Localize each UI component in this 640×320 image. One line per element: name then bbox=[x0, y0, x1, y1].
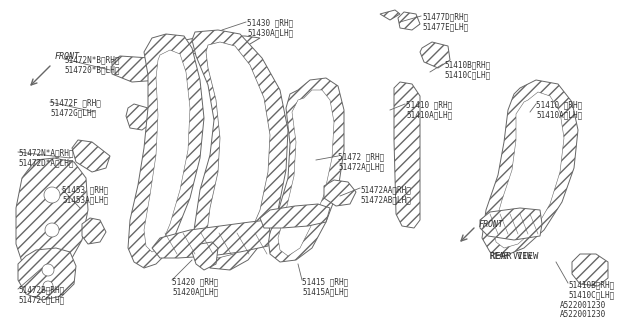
Text: FRONT: FRONT bbox=[479, 220, 504, 229]
Polygon shape bbox=[324, 180, 356, 206]
Text: 51472N*A〈RH〉: 51472N*A〈RH〉 bbox=[18, 148, 74, 157]
Polygon shape bbox=[168, 36, 260, 58]
Polygon shape bbox=[494, 92, 564, 248]
Text: 51420 〈RH〉: 51420 〈RH〉 bbox=[172, 277, 218, 286]
Polygon shape bbox=[144, 50, 190, 252]
Text: 514720*B〈LH〉: 514720*B〈LH〉 bbox=[64, 65, 120, 74]
Polygon shape bbox=[420, 42, 450, 68]
Text: 51410C〈LH〉: 51410C〈LH〉 bbox=[568, 290, 614, 299]
Polygon shape bbox=[192, 242, 218, 270]
Polygon shape bbox=[192, 30, 288, 270]
Polygon shape bbox=[206, 42, 270, 258]
Text: 51472F 〈RH〉: 51472F 〈RH〉 bbox=[50, 98, 101, 107]
Circle shape bbox=[44, 187, 60, 203]
Circle shape bbox=[45, 223, 59, 237]
Text: 51472 〈RH〉: 51472 〈RH〉 bbox=[338, 152, 384, 161]
Circle shape bbox=[42, 264, 54, 276]
Text: 51472G〈LH〉: 51472G〈LH〉 bbox=[50, 108, 96, 117]
Text: 51472D*A〈LH〉: 51472D*A〈LH〉 bbox=[18, 158, 74, 167]
Text: REAR VIEW: REAR VIEW bbox=[490, 252, 538, 261]
Text: 51410A〈LH〉: 51410A〈LH〉 bbox=[536, 110, 582, 119]
Text: 51415 〈RH〉: 51415 〈RH〉 bbox=[302, 277, 348, 286]
Polygon shape bbox=[260, 204, 330, 228]
Text: 51453 〈RH〉: 51453 〈RH〉 bbox=[62, 185, 108, 194]
Text: 51415A〈LH〉: 51415A〈LH〉 bbox=[302, 287, 348, 296]
Text: 51410B〈RH〉: 51410B〈RH〉 bbox=[444, 60, 490, 69]
Text: 51410C〈LH〉: 51410C〈LH〉 bbox=[444, 70, 490, 79]
Polygon shape bbox=[480, 208, 542, 240]
Text: 51472B〈RH〉: 51472B〈RH〉 bbox=[18, 285, 64, 294]
Text: 51472C〈LH〉: 51472C〈LH〉 bbox=[18, 295, 64, 304]
Text: 51472A〈LH〉: 51472A〈LH〉 bbox=[338, 162, 384, 171]
Text: 51430A〈LH〉: 51430A〈LH〉 bbox=[247, 28, 293, 37]
Polygon shape bbox=[112, 56, 168, 82]
Text: 51430 〈RH〉: 51430 〈RH〉 bbox=[247, 18, 293, 27]
Text: 51410A〈LH〉: 51410A〈LH〉 bbox=[406, 110, 452, 119]
Text: 51477D〈RH〉: 51477D〈RH〉 bbox=[422, 12, 468, 21]
Polygon shape bbox=[18, 248, 76, 300]
Polygon shape bbox=[380, 10, 400, 20]
Polygon shape bbox=[72, 140, 110, 172]
Text: 51453A〈LH〉: 51453A〈LH〉 bbox=[62, 195, 108, 204]
Polygon shape bbox=[482, 80, 578, 256]
Polygon shape bbox=[572, 254, 608, 286]
Circle shape bbox=[43, 281, 53, 291]
Text: 51472AB〈LH〉: 51472AB〈LH〉 bbox=[360, 195, 411, 204]
Text: 51420A〈LH〉: 51420A〈LH〉 bbox=[172, 287, 218, 296]
Polygon shape bbox=[152, 220, 270, 258]
Polygon shape bbox=[394, 82, 420, 228]
Text: 51472AA〈RH〉: 51472AA〈RH〉 bbox=[360, 185, 411, 194]
Text: 51410B〈RH〉: 51410B〈RH〉 bbox=[568, 280, 614, 289]
Text: 51410 〈RH〉: 51410 〈RH〉 bbox=[536, 100, 582, 109]
Polygon shape bbox=[398, 12, 420, 30]
Polygon shape bbox=[128, 34, 204, 268]
Text: 51477E〈LH〉: 51477E〈LH〉 bbox=[422, 22, 468, 31]
Polygon shape bbox=[268, 78, 344, 262]
Polygon shape bbox=[126, 104, 150, 130]
Text: REAR VIEW: REAR VIEW bbox=[490, 252, 532, 261]
Polygon shape bbox=[16, 158, 88, 270]
Text: FRONT: FRONT bbox=[55, 52, 80, 61]
Polygon shape bbox=[278, 90, 334, 256]
Text: A522001230: A522001230 bbox=[560, 301, 606, 310]
Text: A522001230: A522001230 bbox=[560, 310, 606, 319]
Polygon shape bbox=[82, 218, 106, 244]
Text: 51410 〈RH〉: 51410 〈RH〉 bbox=[406, 100, 452, 109]
Text: 51472N*B〈RH〉: 51472N*B〈RH〉 bbox=[64, 55, 120, 64]
